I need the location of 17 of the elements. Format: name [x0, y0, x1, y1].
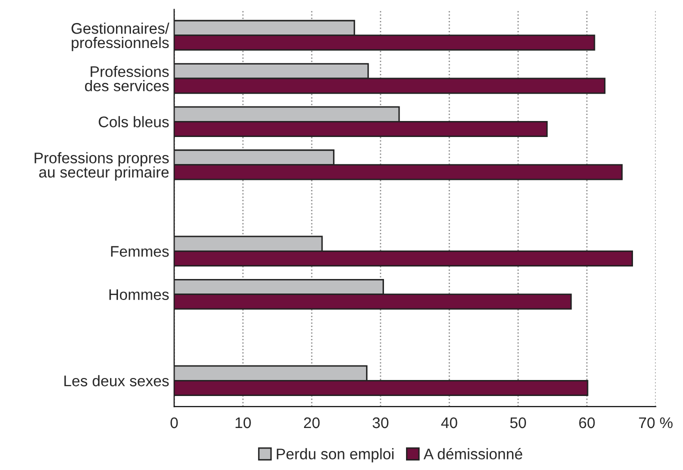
x-tick-label: 30 — [372, 417, 388, 428]
y-tick-label: Professions des services — [85, 66, 169, 92]
x-tick-label: 0 — [170, 417, 178, 428]
x-tick-label: 50 — [510, 417, 526, 428]
y-tick-label: Femmes — [111, 246, 169, 257]
legend-label: A démissionné — [424, 448, 522, 460]
y-tick-label: Professions propres au secteur primaire — [34, 152, 169, 181]
y-tick-label: Hommes — [109, 289, 169, 300]
x-tick-label: 20 — [304, 417, 320, 428]
legend-label: Perdu son emploi — [276, 448, 394, 462]
y-tick-label: Les deux sexes — [64, 375, 169, 386]
y-tick-label: Gestionnaires/ professionnels — [72, 22, 170, 52]
x-tick-label: 60 — [579, 417, 595, 428]
x-tick-label: 70 % — [639, 417, 673, 428]
y-tick-label: Cols bleus — [98, 116, 169, 128]
x-tick-label: 10 — [236, 417, 251, 428]
x-tick-label: 40 — [441, 417, 458, 428]
